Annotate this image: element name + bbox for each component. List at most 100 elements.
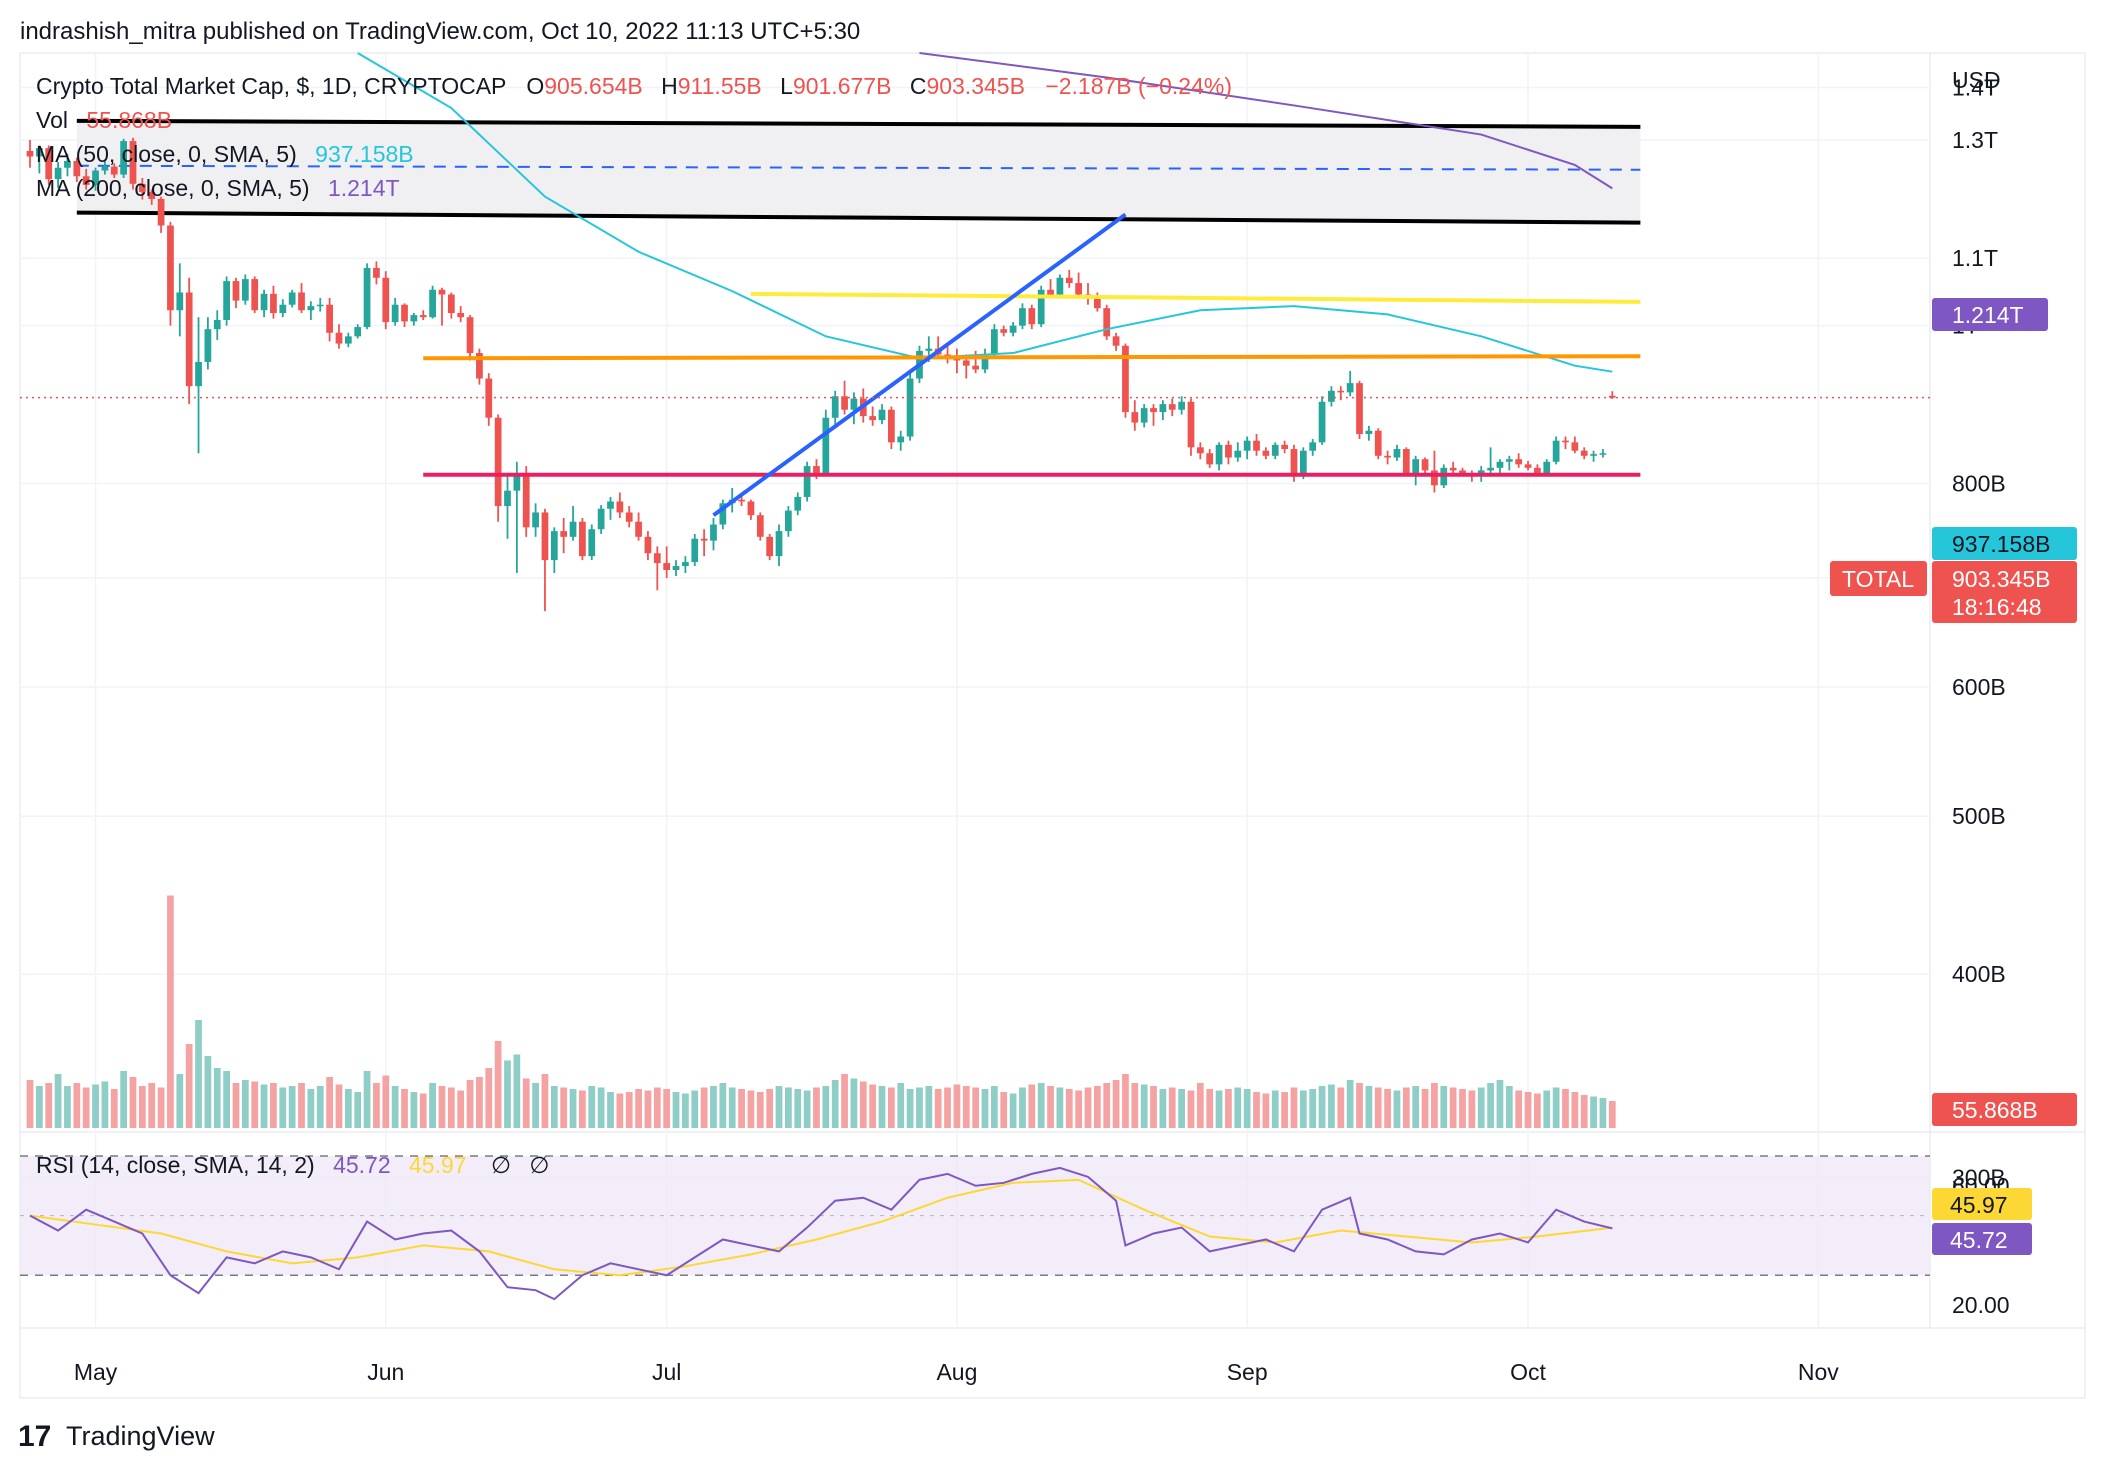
candle-body [1206, 453, 1214, 465]
volume-bar [944, 1087, 951, 1128]
candle-body [1524, 464, 1532, 468]
candle-body [747, 501, 755, 516]
candle-body [129, 141, 137, 184]
volume-bar [888, 1087, 895, 1128]
candle-body [148, 191, 156, 199]
volume-bar [962, 1086, 970, 1128]
price-tick-label: 300B [1952, 1165, 2006, 1191]
volume-bar [897, 1083, 905, 1128]
candle-body [1093, 296, 1101, 309]
candle-body [1515, 459, 1523, 465]
candle-body [363, 267, 371, 328]
candle-body [522, 473, 530, 528]
overlays [20, 52, 1930, 517]
volume-bar [1103, 1083, 1111, 1128]
candle-body [1290, 449, 1298, 477]
volume-bar [691, 1090, 699, 1128]
volume-bar [1215, 1090, 1223, 1128]
volume-bar [167, 895, 174, 1128]
volume-bar [925, 1086, 933, 1128]
tradingview-logo[interactable]: 17 TradingView [18, 1420, 215, 1453]
volume-bar [363, 1071, 371, 1128]
volume-bar [195, 1020, 202, 1128]
time-tick-label: Nov [1798, 1359, 1839, 1385]
volume-bar [560, 1087, 568, 1128]
volume-bar [73, 1083, 81, 1128]
volume-bar [354, 1092, 362, 1128]
volume-bar [850, 1078, 858, 1128]
volume-bar [204, 1056, 212, 1128]
trendline [712, 212, 1127, 517]
candle-body [438, 289, 446, 295]
candle-body [1449, 467, 1457, 471]
volume-bar [232, 1083, 240, 1128]
candle-body [785, 510, 792, 532]
candle-body [270, 293, 277, 314]
volume-bar [822, 1086, 830, 1128]
volume-bar [1159, 1089, 1167, 1128]
volume-bar [532, 1083, 539, 1128]
candle-body [35, 148, 43, 157]
candle-body [1543, 461, 1551, 474]
candle-body [1037, 289, 1045, 325]
volume-bar [756, 1092, 764, 1128]
candle-body [1552, 440, 1560, 462]
volume-bars [26, 895, 1616, 1128]
volume-bar [597, 1087, 605, 1128]
volume-bar [1093, 1086, 1101, 1128]
resistance-zone-top-line [76, 118, 1641, 129]
candle-body [925, 348, 933, 351]
price-tick-label: 1.3T [1952, 127, 1998, 153]
volume-bar [625, 1092, 633, 1128]
volume-bar [1449, 1087, 1457, 1128]
ma50-line [357, 52, 1613, 373]
volume-bar [1346, 1080, 1354, 1128]
volume-bar [1047, 1086, 1054, 1128]
volume-bar [260, 1084, 268, 1128]
volume-bar [1009, 1093, 1017, 1128]
candle-body [653, 553, 661, 564]
volume-bar [1374, 1087, 1382, 1128]
resistance-zone [76, 118, 1641, 225]
candle-body [1178, 401, 1185, 410]
volume-bar [335, 1084, 343, 1128]
candle-body [457, 313, 465, 318]
volume-bar [1000, 1092, 1008, 1128]
candle-body [541, 512, 549, 561]
volume-bar [522, 1078, 530, 1128]
volume-bar [176, 1074, 184, 1128]
candle-body [120, 141, 127, 175]
legend-line-vol: Vol 55.868B [36, 107, 172, 133]
candle-body [316, 304, 324, 307]
badge-ma50-bg [1932, 527, 2077, 560]
candle-body [447, 294, 455, 314]
volume-bar [513, 1054, 521, 1128]
legend-rsi-extra-2: ∅ [529, 1152, 549, 1178]
candle-body [794, 496, 802, 511]
volume-bar [1524, 1092, 1532, 1128]
volume-bar [1412, 1086, 1420, 1128]
volume-bar [213, 1068, 221, 1128]
volume-bar [1590, 1096, 1597, 1128]
legend-line-ma200: MA (200, close, 0, SMA, 5) 1.214T [36, 175, 400, 201]
orange-level-line [423, 354, 1641, 361]
candle-body [775, 531, 783, 557]
volume-bar [700, 1087, 708, 1128]
volume-bar [831, 1080, 839, 1128]
volume-bar [616, 1093, 624, 1128]
candle-body [822, 417, 830, 474]
volume-bar [307, 1089, 315, 1128]
volume-bar [1028, 1084, 1036, 1128]
candle-body [1337, 390, 1345, 393]
volume-bar [438, 1086, 446, 1128]
volume-bar [1234, 1087, 1242, 1128]
volume-bar [934, 1089, 942, 1128]
volume-bar [728, 1087, 736, 1128]
candle-body [1487, 467, 1494, 471]
legend-line-rsi: RSI (14, close, SMA, 14, 2) 45.72 45.97 … [36, 1152, 549, 1178]
volume-bar [26, 1080, 34, 1128]
volume-bar [185, 1044, 193, 1128]
candle-body [138, 183, 146, 192]
volume-bar [588, 1086, 596, 1128]
volume-bar [1505, 1086, 1513, 1128]
